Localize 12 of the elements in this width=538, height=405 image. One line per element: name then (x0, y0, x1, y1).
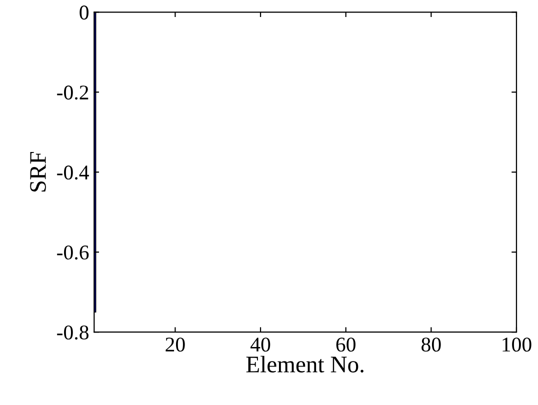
y-tick-label: -0.2 (57, 86, 88, 100)
y-tick-label: -0.4 (57, 166, 89, 180)
x-tick-label: 20 (166, 338, 185, 352)
y-tick-label: -0.6 (57, 245, 89, 260)
x-axis-title: Element No. (246, 356, 364, 373)
y-axis-title: SRF (30, 152, 46, 192)
x-tick-label: 80 (422, 338, 441, 352)
x-tick-label: 40 (250, 338, 270, 352)
x-tick-label: 100 (502, 338, 532, 352)
y-tick-label: 0 (80, 6, 88, 20)
y-tick-label: -0.8 (57, 325, 88, 340)
x-tick-label: 60 (336, 338, 356, 352)
